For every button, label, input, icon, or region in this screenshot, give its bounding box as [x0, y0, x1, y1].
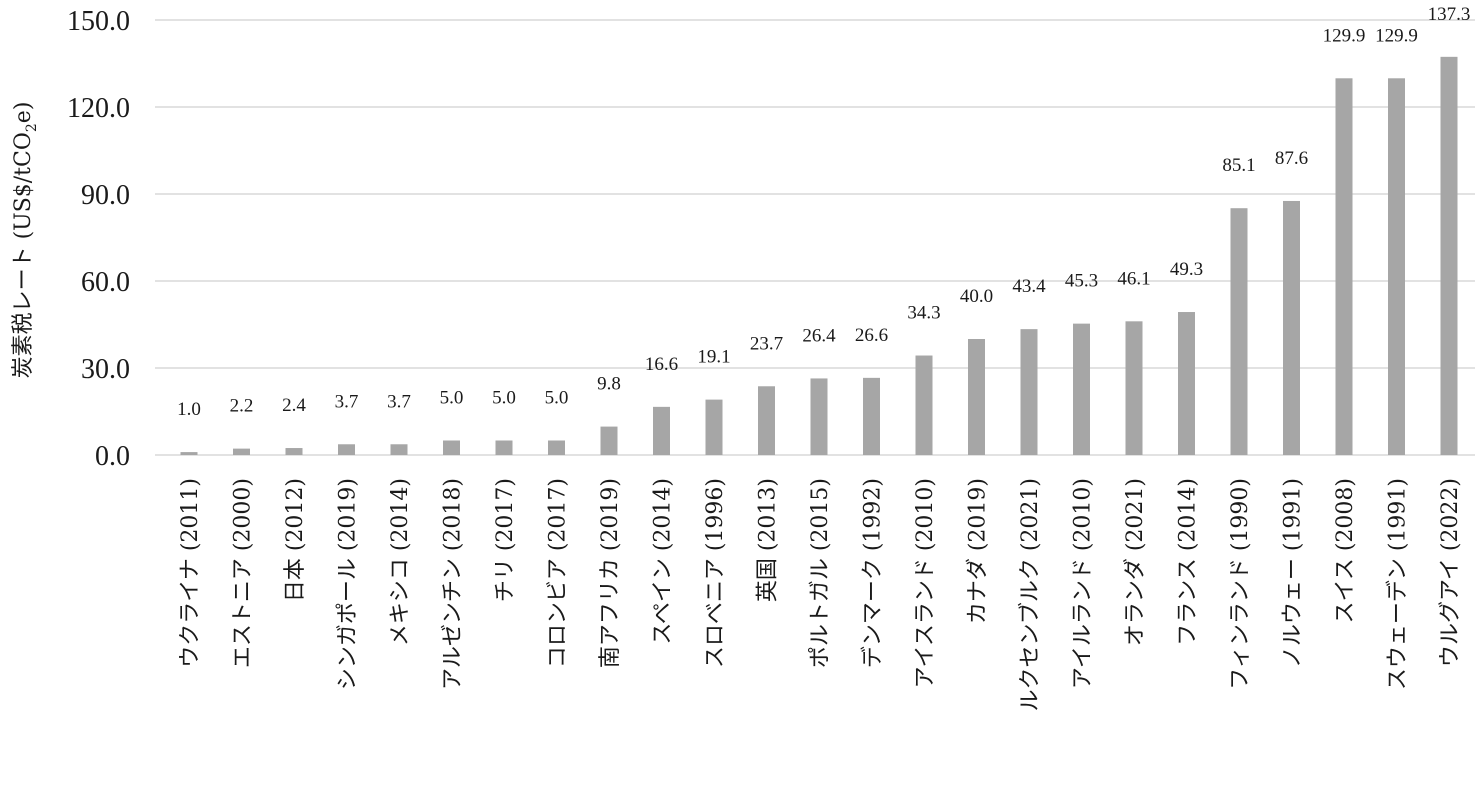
data-label: 5.0 — [492, 388, 516, 409]
data-labels: 1.0 2.2 2.4 3.7 3.7 5.0 5.0 5.0 9.8 16.6 19.1 23.7 2… — [177, 4, 1470, 420]
x-category-label: 南アフリカ (2019) — [598, 478, 623, 668]
data-label: 87.6 — [1275, 148, 1308, 169]
bar — [1283, 200, 1300, 455]
data-label: 23.7 — [750, 333, 783, 354]
x-category-label: スウェーデン (1991) — [1386, 478, 1411, 690]
bar — [548, 440, 565, 455]
x-category-label: シンガポール (2019) — [336, 478, 361, 690]
data-label: 3.7 — [335, 391, 359, 412]
x-category-label: メキシコ (2014) — [388, 478, 413, 646]
bar — [1073, 323, 1090, 455]
bar — [600, 426, 618, 455]
data-label: 19.1 — [697, 347, 730, 368]
bar — [495, 440, 513, 455]
x-category-label: フランス (2014) — [1176, 478, 1201, 646]
x-category-label: デンマーク (1992) — [861, 478, 886, 668]
data-label: 26.6 — [855, 325, 888, 346]
bar — [180, 452, 198, 455]
x-category-label: ポルトガル (2015) — [808, 478, 833, 668]
x-category-label: ノルウェー (1991) — [1281, 478, 1306, 668]
y-tick-label: 150.0 — [67, 6, 130, 37]
x-category-label: 英国 (2013) — [756, 478, 781, 602]
bars — [180, 56, 1458, 456]
data-label: 85.1 — [1222, 155, 1255, 176]
bar — [285, 448, 303, 455]
bar — [1335, 78, 1353, 455]
bar — [863, 377, 880, 455]
x-category-label: ウクライナ (2011) — [178, 478, 203, 668]
data-label: 43.4 — [1012, 276, 1046, 297]
data-label: 5.0 — [440, 388, 464, 409]
data-label: 9.8 — [597, 374, 621, 395]
y-tick-label: 90.0 — [81, 180, 130, 211]
bar — [1125, 321, 1143, 455]
data-label: 46.1 — [1117, 268, 1150, 289]
bar — [1178, 312, 1195, 455]
data-label: 129.9 — [1323, 25, 1366, 46]
bar — [1020, 329, 1038, 455]
y-tick-label: 120.0 — [67, 93, 130, 124]
bar — [915, 355, 933, 455]
x-category-label: アイルランド (2010) — [1071, 478, 1096, 689]
data-label: 34.3 — [907, 303, 940, 324]
data-label: 129.9 — [1375, 25, 1418, 46]
y-tick-label: 30.0 — [81, 354, 130, 385]
x-category-label: ルクセンブルク (2021) — [1018, 478, 1043, 712]
bar — [810, 378, 828, 455]
bar — [338, 444, 355, 455]
x-category-label: スペイン (2014) — [651, 478, 676, 645]
data-label: 40.0 — [960, 286, 993, 307]
y-tick-label: 60.0 — [81, 267, 130, 298]
x-category-label: アルゼンチン (2018) — [441, 478, 466, 690]
x-category-label: フィンランド (1990) — [1228, 478, 1253, 690]
x-category-label: カナダ (2019) — [966, 478, 991, 624]
bar — [968, 339, 985, 455]
data-label: 49.3 — [1170, 259, 1203, 280]
data-label: 2.4 — [282, 395, 306, 416]
data-label: 5.0 — [545, 388, 569, 409]
x-category-label: スイス (2008) — [1333, 478, 1358, 624]
bar — [653, 406, 670, 455]
x-category-label: エストニア (2000) — [231, 478, 256, 668]
x-category-label: 日本 (2012) — [283, 478, 308, 602]
x-category-label: オランダ (2021) — [1123, 478, 1148, 646]
x-category-label: チリ (2017) — [493, 478, 518, 602]
data-label: 45.3 — [1065, 271, 1098, 292]
bar — [705, 399, 723, 455]
bar — [443, 440, 460, 455]
bar — [1230, 208, 1248, 455]
data-label: 2.2 — [230, 396, 254, 417]
data-label: 3.7 — [387, 391, 411, 412]
bar — [233, 448, 250, 455]
bar — [1440, 56, 1458, 456]
y-axis-ticks: 0.0 30.0 60.0 90.0 120.0 150.0 — [67, 6, 130, 472]
bar — [1388, 78, 1405, 455]
x-axis-categories: ウクライナ (2011) エストニア (2000) 日本 (2012) シンガポール … — [178, 478, 1463, 712]
x-category-label: スロベニア (1996) — [703, 478, 728, 668]
data-label: 26.4 — [802, 325, 836, 346]
x-category-label: コロンビア (2017) — [546, 478, 571, 668]
y-axis-title: 炭素税レート (US$/tCO2e) — [11, 102, 40, 379]
x-category-label: アイスランド (2010) — [913, 478, 938, 688]
data-label: 16.6 — [645, 354, 678, 375]
y-axis-title-suffix: e) — [11, 102, 36, 124]
y-axis-title-subscript: 2 — [24, 123, 40, 132]
data-label: 1.0 — [177, 399, 201, 420]
data-label: 137.3 — [1428, 4, 1471, 25]
x-category-label: ウルグアイ (2022) — [1438, 478, 1463, 667]
y-tick-label: 0.0 — [95, 441, 130, 472]
gridlines — [155, 19, 1475, 456]
bar — [390, 444, 408, 455]
bar — [758, 386, 775, 455]
y-axis-title-main: 炭素税レート (US$/tCO — [11, 132, 36, 378]
